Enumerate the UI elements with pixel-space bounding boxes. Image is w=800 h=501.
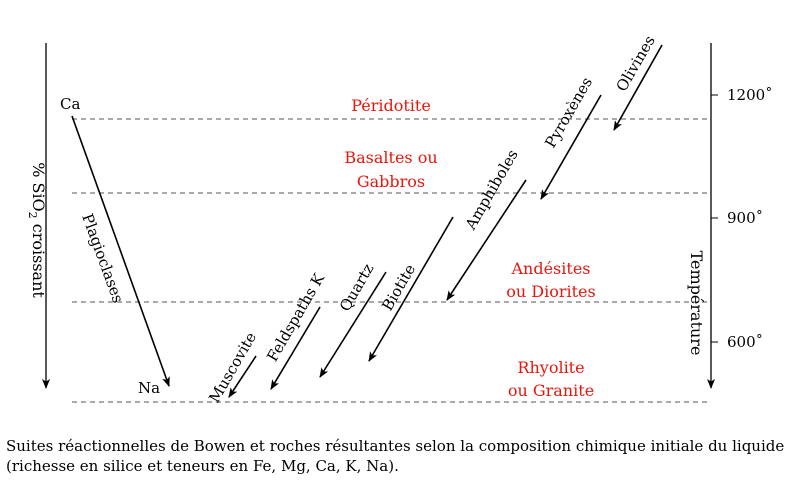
tick-label-900: 900˚ (727, 209, 763, 227)
rock-label-rhyolite-line1: Rhyolite (517, 358, 584, 377)
mineral-label-feldspaths: Feldspaths K (263, 270, 328, 365)
tick-label-600: 600˚ (727, 333, 763, 351)
plagioclase-label: Plagioclases (78, 211, 127, 305)
mineral-label-amphiboles: Amphiboles (461, 146, 522, 233)
plagioclase-arrow (71, 115, 170, 387)
rock-label-rhyolite-line2: ou Granite (508, 381, 594, 400)
rock-label-basaltes-line2: Gabbros (357, 172, 425, 191)
olivines-arrow (613, 44, 663, 131)
figure-caption: Suites réactionnelles de Bowen et roches… (6, 437, 785, 475)
tick-label-1200: 1200˚ (727, 86, 773, 104)
amphiboles-arrow (446, 179, 527, 301)
rock-label-andesites-line2: ou Diorites (506, 282, 595, 301)
plagioclase-end-label: Na (138, 379, 160, 397)
right-axis-label: Température (687, 251, 706, 356)
biotite-arrow (368, 216, 454, 362)
left-axis-label-main: % SiO (29, 162, 48, 211)
bowen-diagram: % SiO2 croissant 1200˚ 900˚ 600˚ Tempéra… (26, 32, 773, 406)
pyroxenes-arrow (540, 94, 602, 200)
rock-labels: Péridotite Basaltes ou Gabbros Andésites… (344, 96, 595, 400)
mineral-label-pyroxenes: Pyroxènes (541, 74, 596, 151)
feldspaths-arrow (270, 306, 321, 390)
mineral-label-biotite: Biotite (378, 261, 419, 314)
rock-label-andesites-line1: Andésites (510, 259, 590, 278)
boundary-lines (72, 118, 710, 403)
left-axis-label-suffix: croissant (29, 219, 48, 299)
quartz-arrow (319, 271, 387, 378)
muscovite-arrow (228, 355, 257, 398)
mineral-label-muscovite: Muscovite (205, 329, 260, 406)
rock-label-peridotite: Péridotite (351, 96, 431, 115)
plagioclase-start-label: Ca (60, 95, 80, 113)
mineral-arrows (228, 44, 663, 398)
left-axis-label: % SiO2 croissant (26, 162, 48, 298)
left-axis-label-subscript: 2 (26, 212, 39, 219)
temperature-ticks (711, 94, 718, 343)
rock-label-basaltes-line1: Basaltes ou (344, 148, 437, 167)
mineral-label-quartz: Quartz (336, 260, 378, 314)
mineral-labels: Olivines Pyroxènes Amphiboles Biotite Qu… (205, 32, 659, 406)
